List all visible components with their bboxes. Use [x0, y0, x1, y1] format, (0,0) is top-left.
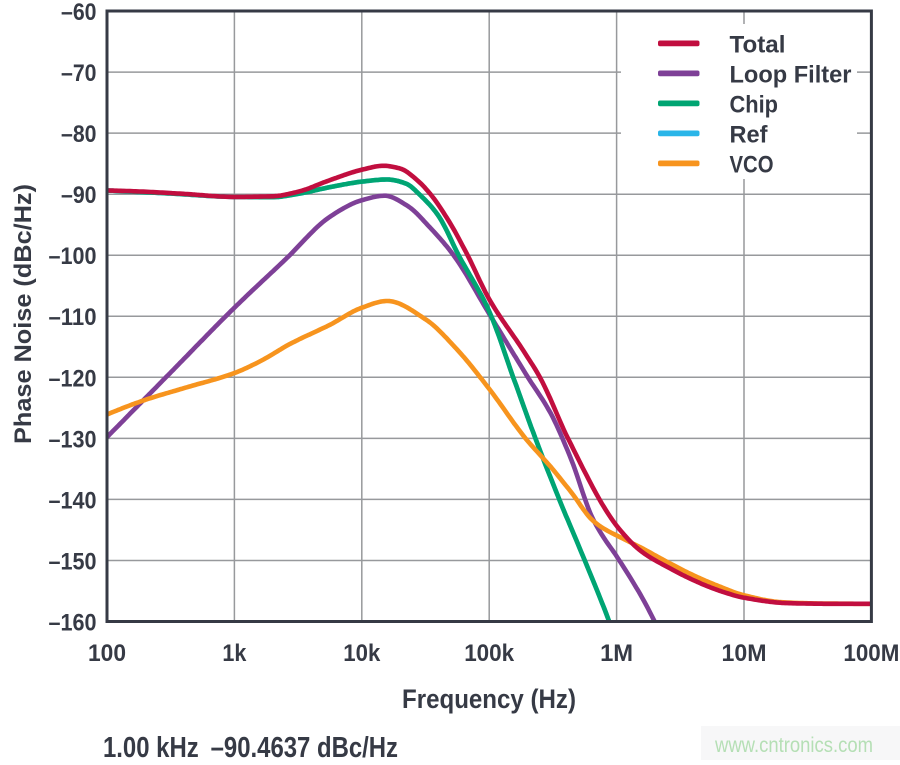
svg-text:Frequency (Hz): Frequency (Hz) — [402, 684, 576, 714]
svg-text:Ref: Ref — [730, 121, 769, 148]
svg-text:–140: –140 — [49, 487, 97, 514]
svg-text:Total: Total — [730, 31, 786, 58]
svg-text:–150: –150 — [49, 549, 97, 576]
svg-text:10k: 10k — [343, 640, 380, 667]
svg-text:1k: 1k — [222, 640, 246, 667]
svg-text:Loop Filter: Loop Filter — [730, 61, 852, 88]
svg-text:–90: –90 — [61, 182, 97, 209]
svg-text:100k: 100k — [464, 640, 514, 667]
svg-text:–130: –130 — [49, 426, 97, 453]
svg-text:–110: –110 — [49, 304, 97, 331]
svg-text:10M: 10M — [722, 640, 767, 667]
svg-text:www.cntronics.com: www.cntronics.com — [714, 734, 873, 757]
svg-text:1.00 kHz –90.4637 dBc/Hz: 1.00 kHz –90.4637 dBc/Hz — [103, 732, 398, 760]
svg-text:1M: 1M — [600, 640, 633, 667]
svg-text:100: 100 — [88, 640, 126, 667]
svg-text:VCO: VCO — [730, 151, 774, 178]
svg-text:Phase Noise (dBc/Hz): Phase Noise (dBc/Hz) — [10, 184, 37, 444]
svg-text:Chip: Chip — [730, 91, 779, 118]
svg-text:–160: –160 — [49, 610, 97, 637]
svg-text:–80: –80 — [61, 121, 97, 148]
svg-text:–120: –120 — [49, 365, 97, 392]
svg-text:–70: –70 — [61, 60, 97, 87]
svg-text:–60: –60 — [61, 0, 97, 26]
svg-text:100M: 100M — [843, 640, 899, 667]
svg-text:–100: –100 — [49, 243, 97, 270]
